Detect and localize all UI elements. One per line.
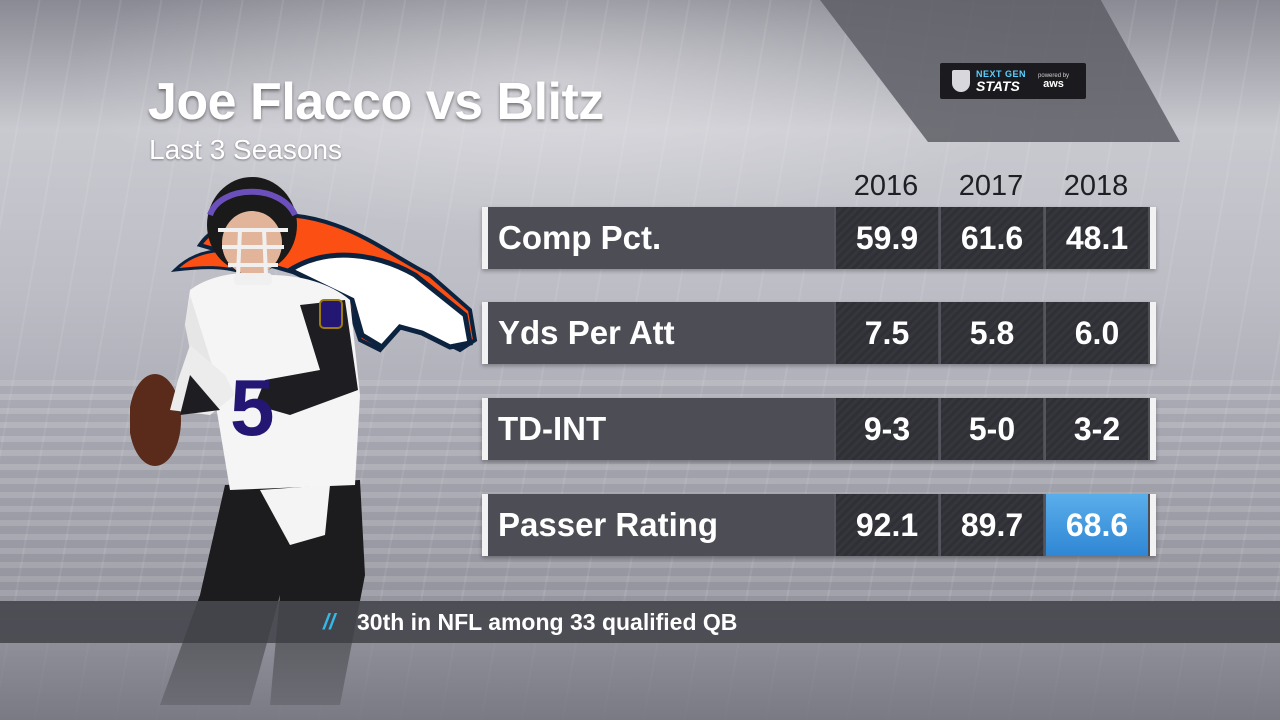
page-title: Joe Flacco vs Blitz [148,73,604,131]
stat-label: Passer Rating [498,506,719,543]
stat-row-passer-rating: Passer Rating 92.1 89.7 68.6 [482,494,1156,556]
stat-value: 9-3 [834,398,938,460]
nfl-shield-icon [952,70,970,92]
powered-by-label: powered by [1038,72,1070,79]
stat-row-td-int: TD-INT 9-3 5-0 3-2 [482,398,1156,460]
stat-value: 3-2 [1044,398,1148,460]
column-header-year: 2018 [1063,170,1129,202]
stat-label: Yds Per Att [498,314,675,351]
bottom-shade [0,643,1280,720]
stat-value: 7.5 [834,302,938,364]
football-icon [130,374,181,466]
stat-value: 5.8 [939,302,1043,364]
player-number: 5 [230,363,275,452]
footer-bar [0,601,1280,643]
stat-value: 92.1 [834,494,938,556]
stat-value: 61.6 [939,207,1043,269]
stat-value: 48.1 [1044,207,1148,269]
stat-label: TD-INT [498,410,607,447]
page-subtitle: Last 3 Seasons [149,134,343,165]
ngs-logo-bottom: STATS [976,77,1020,94]
stat-row-comp-pct: Comp Pct. 59.9 61.6 48.1 [482,207,1156,269]
stat-value: 5-0 [939,398,1043,460]
ngs-logo-top: NEXT GEN [976,68,1027,79]
stat-value: 6.0 [1044,302,1148,364]
column-header-year: 2016 [853,170,919,202]
footer-note: 30th in NFL among 33 qualified QB [357,609,738,635]
stat-value-highlighted: 68.6 [1044,494,1148,556]
column-header-year: 2017 [958,170,1024,202]
stat-label: Comp Pct. [498,219,662,256]
stat-value: 89.7 [939,494,1043,556]
footer-slash-icon: // [323,609,336,634]
stat-value: 59.9 [834,207,938,269]
stat-row-yds-per-att: Yds Per Att 7.5 5.8 6.0 [482,302,1156,364]
next-gen-stats-logo: NEXT GEN STATS powered by aws [940,63,1086,99]
aws-logo: aws [1043,77,1064,90]
player-art: 5 [130,177,478,705]
